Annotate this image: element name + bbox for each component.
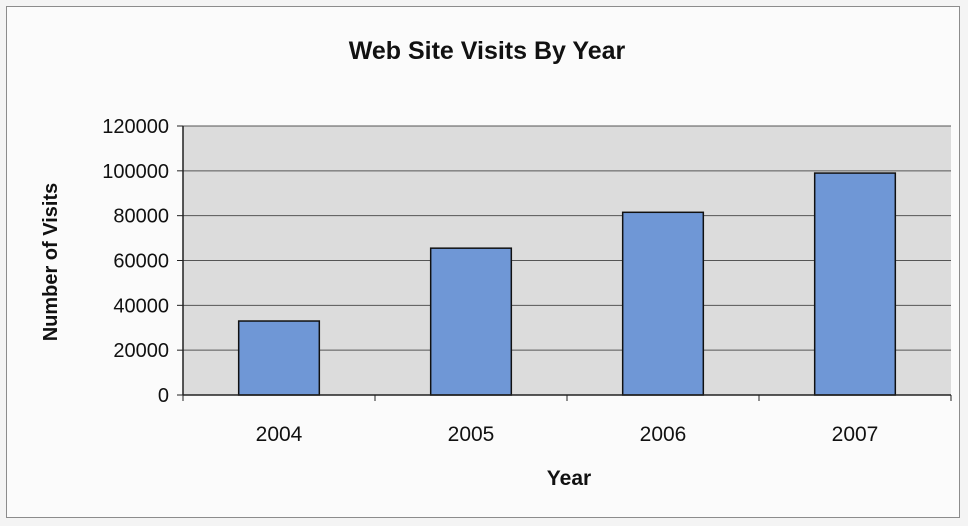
y-axis-label: Number of Visits bbox=[40, 183, 62, 342]
bar bbox=[429, 247, 513, 396]
bar-chart: Web Site Visits By Year Number of Visits… bbox=[40, 37, 952, 490]
plot-area: 0 20000 40000 60000 80000 100000 120000 2004 200… bbox=[102, 116, 952, 446]
y-tick-label: 0 bbox=[158, 385, 169, 407]
x-tick-label: 2005 bbox=[448, 423, 495, 446]
bar bbox=[813, 172, 897, 396]
y-tick-label: 60000 bbox=[113, 251, 169, 273]
x-axis-label: Year bbox=[547, 467, 591, 490]
x-tick-label: 2007 bbox=[832, 423, 879, 446]
x-tick-label: 2006 bbox=[640, 423, 687, 446]
chart-title: Web Site Visits By Year bbox=[349, 37, 626, 65]
y-tick-label: 20000 bbox=[113, 340, 169, 362]
y-tick-label: 120000 bbox=[102, 116, 169, 138]
bar bbox=[237, 320, 321, 396]
y-tick-label: 80000 bbox=[113, 206, 169, 228]
chart-frame: Web Site Visits By Year Number of Visits… bbox=[6, 6, 960, 518]
x-tick-label: 2004 bbox=[256, 423, 303, 446]
y-tick-label: 100000 bbox=[102, 161, 169, 183]
y-tick-label: 40000 bbox=[113, 295, 169, 317]
bar bbox=[621, 211, 705, 396]
